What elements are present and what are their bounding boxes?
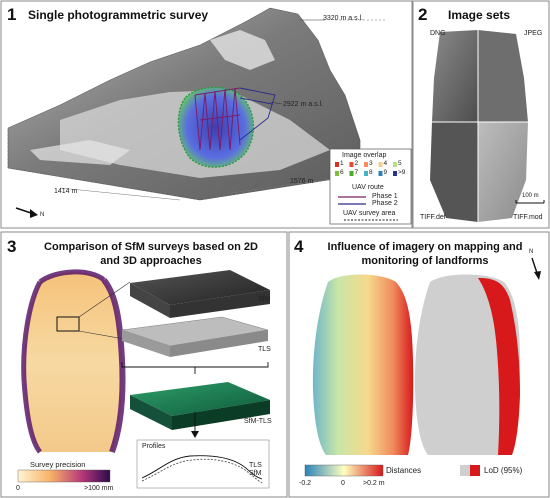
precision-min: 0	[16, 485, 20, 492]
lod-swatch-red	[470, 465, 480, 476]
profile-tls-label: TLS	[249, 462, 262, 469]
overlap-label-3: 3	[369, 160, 373, 167]
distance-max: >0.2 m	[363, 480, 385, 487]
distance-min: -0.2	[299, 480, 312, 487]
scale-label-2: 100 m	[522, 193, 539, 199]
uav-route-phase1	[194, 87, 241, 151]
distance-map	[312, 274, 414, 455]
panel-4	[288, 231, 550, 498]
panel-4-title-line1: Influence of imagery on mapping and	[327, 241, 523, 253]
merge-brace	[121, 362, 269, 374]
image-tiff-mod	[478, 122, 528, 222]
route-legend-lines	[338, 196, 398, 221]
image-dng	[432, 30, 478, 122]
overlap-label-10: >9	[398, 169, 406, 176]
panel-4-number: 4	[294, 237, 304, 256]
overlap-label-1: 1	[340, 160, 344, 167]
profile-tls	[141, 455, 263, 480]
sfm-tls-label: SfM-TLS	[244, 418, 272, 425]
tiff-def-label: TIFF.def	[420, 214, 446, 221]
profile-sfm	[141, 458, 263, 484]
panel-2	[412, 0, 550, 229]
overlap-swatch-9	[378, 171, 383, 176]
overlap-swatch-8	[364, 171, 368, 176]
sfm-surface	[130, 270, 270, 305]
survey-area-label: UAV survey area	[343, 210, 396, 217]
overlap-label-2: 2	[354, 160, 359, 167]
profiles-label: Profiles	[142, 443, 166, 450]
jpeg-label: JPEG	[524, 30, 543, 37]
distance-mid: 0	[341, 480, 345, 487]
zoom-box	[56, 316, 80, 332]
panel-1	[0, 0, 413, 229]
panel-3-title-line2: and 3D approaches	[100, 255, 202, 267]
tiff-mod-label: TIFF.mod	[513, 214, 543, 221]
overlap-swatch-1	[335, 162, 339, 167]
overlap-swatch-3	[364, 162, 368, 167]
elevation-top-label: 3320 m a.s.l.	[323, 15, 364, 22]
distance-colorbar	[304, 464, 384, 477]
panel-4-title-line2: monitoring of landforms	[361, 255, 489, 267]
panel-3	[0, 231, 288, 498]
overlap-swatches	[335, 162, 397, 176]
overlap-swatch-6	[335, 171, 339, 176]
panel-1-number: 1	[7, 5, 17, 24]
image-jpeg	[478, 30, 528, 122]
precision-max: >100 mm	[84, 485, 114, 492]
overlap-area	[177, 86, 255, 168]
overlap-legend-title: Image overlap	[342, 152, 387, 159]
precision-map	[23, 271, 123, 452]
north-arrow-4	[531, 257, 541, 280]
overlap-swatch-5	[393, 162, 397, 167]
panel-1-title: Single photogrammetric survey	[28, 8, 209, 22]
panel-3-number: 3	[7, 237, 17, 256]
overlap-swatch-2	[349, 162, 354, 167]
overlap-label-9: 9	[383, 169, 388, 176]
profiles-box	[136, 439, 270, 489]
panel-2-number: 2	[418, 5, 428, 24]
overlap-label-5: 5	[398, 160, 402, 167]
sfm-tls-surface	[130, 382, 270, 416]
dng-label: DNG	[430, 30, 446, 37]
lod-label: LoD (95%)	[484, 466, 523, 475]
profile-sfm-label: SfM	[249, 470, 262, 477]
overlap-swatch-10	[393, 171, 397, 176]
phase2-label: Phase 2	[372, 200, 398, 207]
image-tiff-def	[430, 122, 478, 222]
north-arrow-1	[15, 207, 38, 218]
tls-label: TLS	[258, 346, 271, 353]
sfm-label: SfM	[258, 296, 271, 303]
dimension-depth-label: 1414 m	[54, 188, 78, 195]
scale-bar-2	[515, 200, 545, 204]
distances-label: Distances	[386, 466, 422, 475]
overlap-label-4: 4	[383, 160, 388, 167]
phase1-label: Phase 1	[372, 193, 398, 200]
overlap-swatch-4	[378, 162, 383, 167]
overlap-label-7: 7	[354, 169, 359, 176]
overlap-swatch-7	[349, 171, 354, 176]
north-label-4: N	[529, 249, 534, 255]
north-label-1: N	[40, 212, 45, 218]
dimension-width-label: 1576 m	[290, 178, 314, 185]
overlap-legend	[329, 148, 412, 225]
route-legend-title: UAV route	[352, 184, 384, 191]
panel-3-title-line1: Comparison of SfM surveys based on 2D	[44, 241, 258, 253]
overlap-label-8: 8	[369, 169, 373, 176]
elevation-mid-label: 2922 m a.s.l.	[283, 101, 324, 108]
precision-colorbar	[17, 469, 111, 483]
panel-2-title: Image sets	[448, 8, 511, 22]
overlap-label-6: 6	[340, 169, 344, 176]
uav-route-phase2	[239, 87, 276, 141]
lod-swatch-gray	[460, 465, 470, 476]
precision-title: Survey precision	[30, 460, 86, 469]
